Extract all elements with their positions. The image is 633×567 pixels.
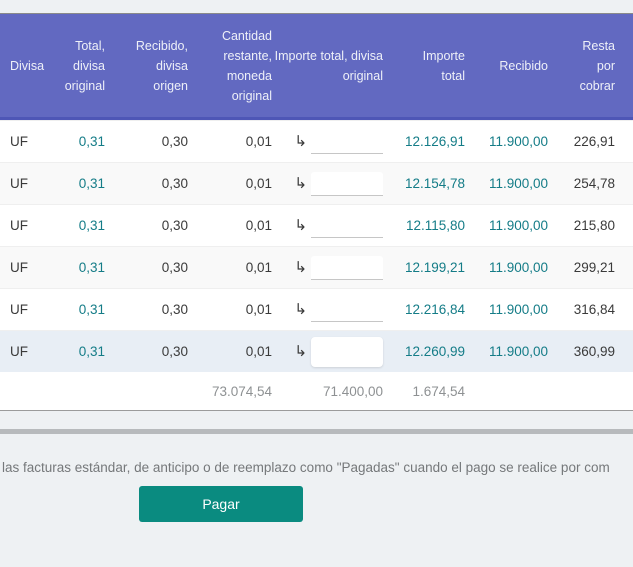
cell-recibido[interactable]: 11.900,00	[488, 218, 548, 233]
cell-cantidad-restante: 0,01	[245, 260, 272, 275]
cell-cantidad-restante: 0,01	[245, 302, 272, 317]
table-row: UF 0,31 0,30 0,01 ↳ 12.126,91 11.900,00 …	[0, 120, 633, 162]
table-row: UF 0,31 0,30 0,01 ↳ 12.216,84 11.900,00 …	[0, 288, 633, 330]
importe-total-input[interactable]	[311, 336, 383, 367]
table-row: UF 0,31 0,30 0,01 ↳ 12.115,80 11.900,00 …	[0, 204, 633, 246]
cell-recibido[interactable]: 11.900,00	[488, 260, 548, 275]
payment-note-text: las facturas estándar, de anticipo o de …	[2, 460, 610, 475]
cell-importe-input: ↳	[272, 255, 390, 280]
cell-importe-input: ↳	[272, 129, 390, 154]
cell-total-divisa-original[interactable]: 0,31	[78, 176, 105, 191]
cell-cantidad-restante: 0,01	[245, 218, 272, 233]
sub-row-arrow-icon: ↳	[294, 174, 307, 192]
cell-divisa: UF	[10, 176, 28, 191]
cell-importe-total[interactable]: 12.115,80	[405, 218, 465, 233]
table-row: UF 0,31 0,30 0,01 ↳ 12.154,78 11.900,00 …	[0, 162, 633, 204]
sub-row-arrow-icon: ↳	[294, 300, 307, 318]
total-importe-divisa-original: 71.400,00	[322, 383, 383, 399]
cell-recibido[interactable]: 11.900,00	[488, 176, 548, 191]
invoices-table: Divisa Total, divisa original Recibido, …	[0, 14, 633, 411]
cell-divisa: UF	[10, 218, 28, 233]
cell-divisa: UF	[10, 134, 28, 149]
cell-recibido[interactable]: 11.900,00	[488, 344, 548, 359]
cell-importe-input: ↳	[272, 213, 390, 238]
cell-resta-por-cobrar: 299,21	[573, 260, 615, 275]
sub-row-arrow-icon: ↳	[294, 342, 307, 360]
importe-total-input[interactable]	[311, 297, 383, 322]
cell-recibido-divisa-origen: 0,30	[161, 176, 188, 191]
cell-recibido-divisa-origen: 0,30	[161, 260, 188, 275]
cell-importe-input: ↳	[272, 297, 390, 322]
sub-row-arrow-icon: ↳	[294, 132, 307, 150]
total-cantidad-restante: 73.074,54	[211, 383, 272, 399]
totals-row: 73.074,54 71.400,00 1.674,54	[0, 372, 633, 411]
table-header-row: Divisa Total, divisa original Recibido, …	[0, 14, 633, 120]
sub-row-arrow-icon: ↳	[294, 258, 307, 276]
cell-importe-total[interactable]: 12.154,78	[404, 176, 465, 191]
cell-divisa: UF	[10, 344, 28, 359]
cell-recibido[interactable]: 11.900,00	[488, 134, 548, 149]
importe-total-input[interactable]	[311, 171, 383, 196]
column-header-recibido: Recibido	[499, 58, 548, 73]
top-strip	[0, 0, 633, 14]
cell-resta-por-cobrar: 316,84	[573, 302, 615, 317]
column-header-resta-por-cobrar: Resta por cobrar	[579, 38, 615, 93]
cell-total-divisa-original[interactable]: 0,31	[78, 302, 105, 317]
importe-total-input[interactable]	[311, 255, 383, 280]
footer-area: las facturas estándar, de anticipo o de …	[0, 429, 633, 522]
cell-recibido-divisa-origen: 0,30	[161, 302, 188, 317]
column-header-total-divisa-original: Total, divisa original	[64, 38, 105, 93]
cell-importe-total[interactable]: 12.126,91	[404, 134, 465, 149]
total-importe-total: 1.674,54	[412, 383, 465, 399]
cell-resta-por-cobrar: 360,99	[573, 344, 615, 359]
cell-recibido-divisa-origen: 0,30	[161, 134, 188, 149]
cell-resta-por-cobrar: 254,78	[573, 176, 615, 191]
table-row-selected: UF 0,31 0,30 0,01 ↳ 12.260,99 11.900,00 …	[0, 330, 633, 372]
cell-importe-input: ↳	[272, 171, 390, 196]
cell-recibido-divisa-origen: 0,30	[161, 344, 188, 359]
pagar-button[interactable]: Pagar	[139, 486, 303, 522]
cell-importe-total[interactable]: 12.260,99	[404, 344, 465, 359]
column-header-recibido-divisa-origen: Recibido, divisa origen	[135, 38, 188, 93]
cell-recibido-divisa-origen: 0,30	[161, 218, 188, 233]
column-header-divisa: Divisa	[10, 58, 45, 73]
cell-cantidad-restante: 0,01	[245, 344, 272, 359]
cell-total-divisa-original[interactable]: 0,31	[78, 134, 105, 149]
column-header-importe-total: Importe total	[422, 48, 465, 83]
cell-resta-por-cobrar: 215,80	[573, 218, 615, 233]
cell-total-divisa-original[interactable]: 0,31	[78, 344, 105, 359]
cell-resta-por-cobrar: 226,91	[573, 134, 615, 149]
cell-divisa: UF	[10, 260, 28, 275]
cell-importe-total[interactable]: 12.199,21	[404, 260, 465, 275]
sub-row-arrow-icon: ↳	[294, 216, 307, 234]
cell-cantidad-restante: 0,01	[245, 134, 272, 149]
column-header-importe-total-divisa-original: Importe total, divisa original	[274, 48, 383, 83]
cell-cantidad-restante: 0,01	[245, 176, 272, 191]
importe-total-input[interactable]	[311, 129, 383, 154]
horizontal-divider	[0, 429, 633, 434]
importe-total-input[interactable]	[311, 213, 383, 238]
cell-importe-input: ↳	[272, 336, 390, 367]
column-header-cantidad-restante: Cantidad restante, moneda original	[221, 28, 272, 103]
cell-divisa: UF	[10, 302, 28, 317]
cell-total-divisa-original[interactable]: 0,31	[78, 260, 105, 275]
cell-importe-total[interactable]: 12.216,84	[404, 302, 465, 317]
cell-total-divisa-original[interactable]: 0,31	[78, 218, 105, 233]
cell-recibido[interactable]: 11.900,00	[488, 302, 548, 317]
table-row: UF 0,31 0,30 0,01 ↳ 12.199,21 11.900,00 …	[0, 246, 633, 288]
